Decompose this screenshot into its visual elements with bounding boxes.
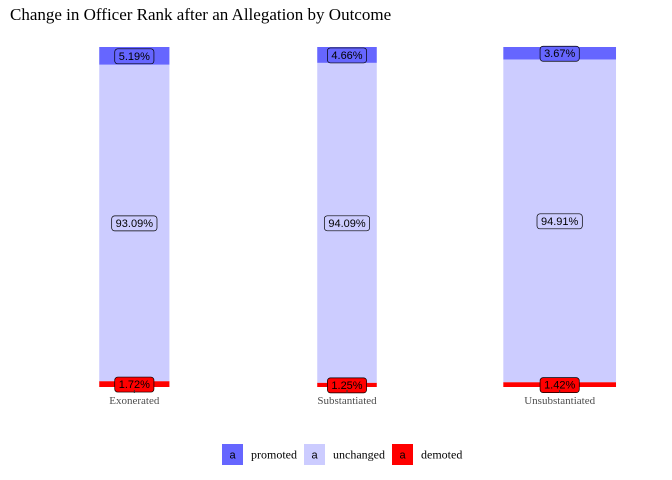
data-label-text: 1.25% bbox=[331, 380, 362, 392]
x-tick-label-exonerated: Exonerated bbox=[109, 395, 160, 407]
x-axis: Exonerated Substantiated Unsubstantiated bbox=[109, 390, 596, 407]
data-label-text: 93.09% bbox=[116, 218, 154, 230]
data-label-unsubstantiated-unchanged: 94.91% bbox=[536, 213, 583, 230]
data-label-exonerated-demoted: 1.72% bbox=[114, 376, 155, 393]
legend-item-promoted: a promoted bbox=[222, 444, 297, 465]
data-label-substantiated-demoted: 1.25% bbox=[327, 377, 367, 394]
legend-key-glyph: a bbox=[399, 450, 406, 462]
data-label-box bbox=[327, 47, 367, 64]
data-label-text: 4.66% bbox=[331, 50, 362, 62]
legend-item-demoted: a demoted bbox=[392, 444, 462, 465]
legend-item-unchanged: a unchanged bbox=[304, 444, 385, 465]
data-label-box bbox=[536, 213, 583, 230]
data-label-unsubstantiated-promoted: 3.67% bbox=[539, 45, 580, 62]
legend-key-demoted bbox=[392, 444, 413, 465]
data-label-text: 1.42% bbox=[544, 380, 575, 392]
data-label-text: 94.91% bbox=[541, 216, 579, 228]
legend-key-unchanged bbox=[304, 444, 325, 465]
legend-label-promoted: promoted bbox=[251, 448, 297, 462]
data-label-text: 94.09% bbox=[328, 218, 366, 230]
data-label-box bbox=[323, 215, 370, 232]
data-label-substantiated-promoted: 4.66% bbox=[327, 47, 367, 64]
data-label-unsubstantiated-demoted: 1.42% bbox=[539, 377, 580, 393]
data-label-exonerated-unchanged: 93.09% bbox=[111, 215, 158, 232]
data-label-exonerated-promoted: 5.19% bbox=[114, 48, 155, 65]
legend-key-glyph: a bbox=[311, 450, 318, 462]
data-label-text: 3.67% bbox=[544, 48, 575, 60]
data-label-text: 5.19% bbox=[119, 51, 150, 63]
data-labels-layer: 1.72% 93.09% 5.19% 1.25% 94.09% 4.66% 1.42% 94.… bbox=[111, 45, 583, 394]
x-tick-label-substantiated: Substantiated bbox=[317, 395, 377, 407]
x-tick-label-unsubstantiated: Unsubstantiated bbox=[524, 395, 595, 407]
legend-label-unchanged: unchanged bbox=[333, 448, 385, 462]
legend-key-promoted bbox=[222, 444, 243, 465]
data-label-box bbox=[114, 48, 155, 65]
legend-label-demoted: demoted bbox=[421, 448, 462, 462]
chart-title: Change in Officer Rank after an Allegati… bbox=[10, 5, 391, 24]
legend: a promoted a unchanged a demoted bbox=[222, 444, 462, 465]
legend-key-glyph: a bbox=[229, 450, 236, 462]
data-label-text: 1.72% bbox=[119, 379, 150, 391]
data-label-substantiated-unchanged: 94.09% bbox=[323, 215, 370, 232]
data-label-box bbox=[539, 45, 580, 62]
data-label-box bbox=[111, 215, 158, 232]
